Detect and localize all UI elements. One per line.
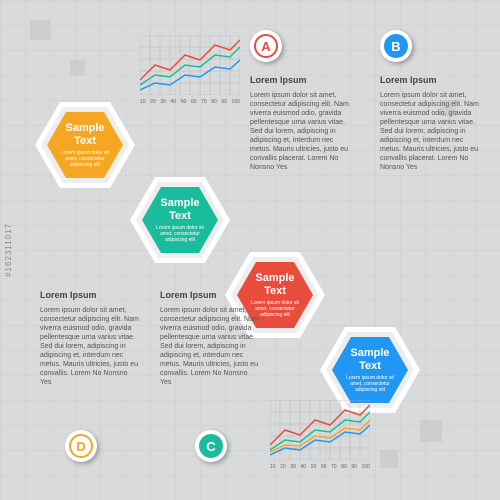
textcol-title: Lorem Ipsum: [380, 75, 480, 87]
textcol-body: Lorem ipsum dolor sit amet, consectetur …: [160, 306, 260, 388]
textcol-body: Lorem ipsum dolor sit amet, consectetur …: [380, 91, 480, 173]
mini-chart-1: 102030405060708090100: [140, 35, 240, 95]
hex-title: SampleText: [255, 272, 294, 296]
text-column-3: Lorem Ipsum Lorem ipsum dolor sit amet, c…: [40, 290, 140, 388]
chart-axis-labels: 102030405060708090100: [270, 464, 370, 470]
hexagon-step-1: SampleTextLorem ipsum dolor sit amet, co…: [35, 95, 135, 195]
hex-title: SampleText: [65, 122, 104, 146]
watermark-id: #162311017: [4, 223, 13, 277]
badge-a: A: [250, 30, 282, 62]
text-column-4: Lorem Ipsum Lorem ipsum dolor sit amet, c…: [160, 290, 260, 388]
badge-c: C: [195, 430, 227, 462]
text-column-1: Lorem Ipsum Lorem ipsum dolor sit amet, c…: [250, 75, 350, 173]
textcol-title: Lorem Ipsum: [40, 290, 140, 302]
chart-axis-labels: 102030405060708090100: [140, 99, 240, 105]
textcol-body: Lorem ipsum dolor sit amet, consectetur …: [250, 91, 350, 173]
hex-title: SampleText: [160, 197, 199, 221]
mini-chart-2: 102030405060708090100: [270, 400, 370, 460]
textcol-body: Lorem ipsum dolor sit amet, consectetur …: [40, 306, 140, 388]
badge-d: D: [65, 430, 97, 462]
textcol-title: Lorem Ipsum: [250, 75, 350, 87]
hex-title: SampleText: [350, 347, 389, 371]
textcol-title: Lorem Ipsum: [160, 290, 260, 302]
hexagon-step-2: SampleTextLorem ipsum dolor sit amet, co…: [130, 170, 230, 270]
badge-b: B: [380, 30, 412, 62]
text-column-2: Lorem Ipsum Lorem ipsum dolor sit amet, c…: [380, 75, 480, 173]
